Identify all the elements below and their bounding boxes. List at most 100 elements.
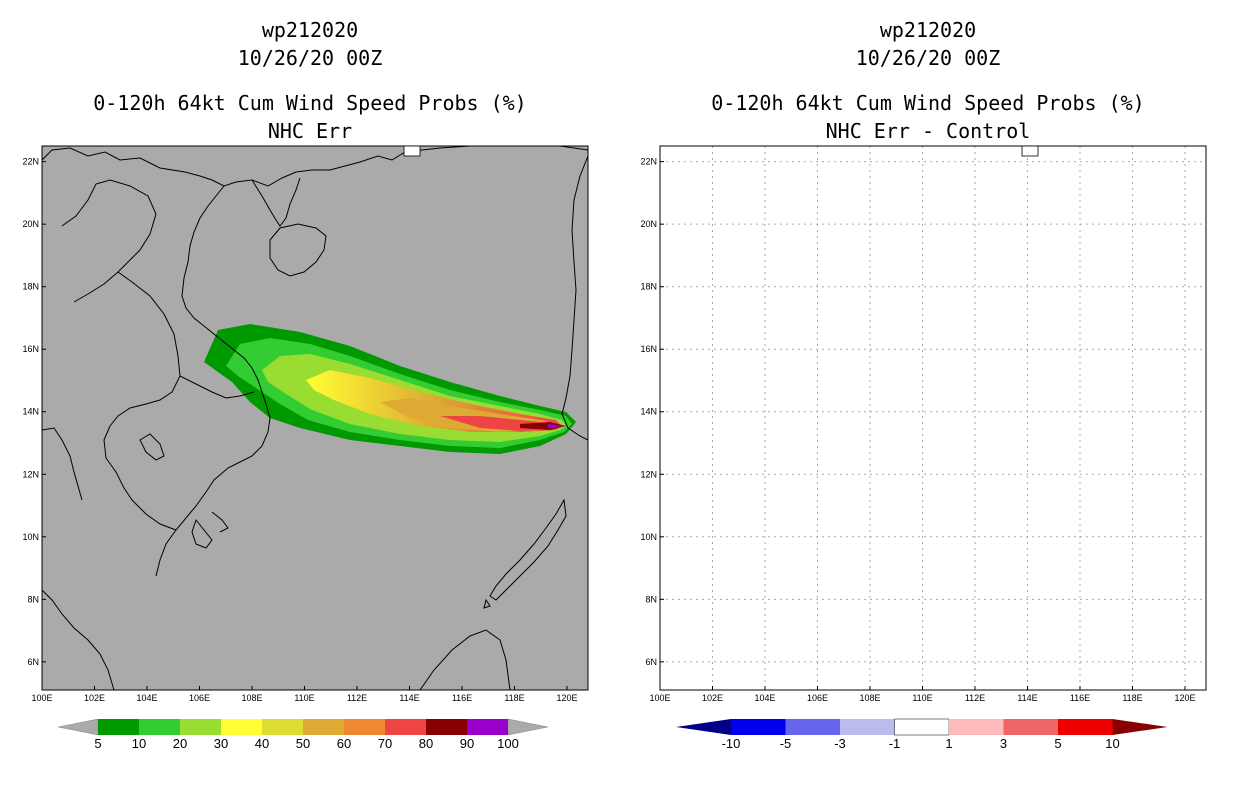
right-lat-label: 8N — [645, 594, 657, 604]
left-colorbar-segment — [139, 719, 180, 735]
left-colorbar-segment — [467, 719, 508, 735]
right-map-background — [659, 145, 1207, 691]
right-lon-label: 118E — [1122, 693, 1142, 703]
left-lon-label: 100E — [31, 693, 52, 703]
left-map-logo — [403, 145, 421, 157]
right-lon-label: 114E — [1017, 693, 1037, 703]
right-map-logo — [1021, 145, 1039, 157]
right-colorbar-segment — [731, 719, 786, 735]
right-colorbar-label: -10 — [722, 736, 741, 751]
left-colorbar-segment — [385, 719, 426, 735]
left-colorbar-end — [507, 718, 549, 736]
right-map-axes: 100E 102E 104E 106E 108E 110E 112E 114E 116E 118E… — [640, 157, 1195, 703]
left-lon-label: 106E — [189, 693, 210, 703]
right-title-storm-id: wp212020 — [879, 18, 977, 42]
right-lon-label: 108E — [859, 693, 880, 703]
left-map-axes: 100E 102E 104E 106E 108E 110E 112E 114E 116E 118E… — [22, 157, 577, 703]
right-colorbar-segment — [1058, 719, 1113, 735]
left-lat-label: 8N — [27, 594, 39, 604]
right-lon-label: 120E — [1174, 693, 1195, 703]
right-colorbar-end — [1112, 719, 1168, 735]
left-title-storm-id: wp212020 — [261, 18, 359, 42]
right-colorbar-segment — [894, 718, 950, 736]
left-colorbar-segment — [180, 719, 221, 735]
right-lon-label: 100E — [649, 693, 670, 703]
left-colorbar-segment — [262, 719, 303, 735]
left-lon-label: 102E — [84, 693, 105, 703]
right-lat-label: 18N — [640, 282, 657, 292]
right-map: 100E 102E 104E 106E 108E 110E 112E 114E 116E 118E… — [640, 145, 1207, 703]
right-colorbar-segment — [840, 719, 895, 735]
left-map: 100E 102E 104E 106E 108E 110E 112E 114E 116E 118E… — [22, 145, 589, 703]
left-lat-label: 10N — [22, 532, 39, 542]
left-colorbar: 5 10 20 30 40 50 60 70 80 90 100 — [57, 718, 549, 751]
left-lat-label: 18N — [22, 282, 39, 292]
right-colorbar-segment — [1003, 719, 1058, 735]
left-colorbar-label: 90 — [460, 736, 474, 751]
left-colorbar-segment — [344, 719, 385, 735]
right-colorbar-label: -3 — [834, 736, 846, 751]
left-colorbar-segment — [426, 719, 467, 735]
left-lon-label: 110E — [294, 693, 314, 703]
left-colorbar-segment — [221, 719, 262, 735]
right-lon-label: 106E — [807, 693, 828, 703]
right-colorbar-segment — [785, 719, 840, 735]
left-colorbar-segment — [303, 719, 344, 735]
left-colorbar-label: 60 — [337, 736, 351, 751]
left-lat-label: 6N — [27, 657, 39, 667]
right-colorbar-label: -1 — [889, 736, 901, 751]
right-title-date: 10/26/20 00Z — [855, 46, 1001, 70]
right-title-subtitle: NHC Err - Control — [825, 119, 1031, 143]
left-lat-label: 22N — [22, 157, 39, 167]
right-colorbar-label: -5 — [780, 736, 792, 751]
right-colorbar: -10 -5 -3 -1 1 3 5 10 — [676, 718, 1168, 751]
right-lat-label: 6N — [645, 657, 657, 667]
right-lat-label: 14N — [640, 407, 657, 417]
right-colorbar-label: 5 — [1054, 736, 1061, 751]
right-lon-label: 112E — [965, 693, 985, 703]
left-colorbar-label: 5 — [94, 736, 101, 751]
right-lon-label: 116E — [1070, 693, 1090, 703]
left-colorbar-label: 50 — [296, 736, 310, 751]
right-title-product: 0-120h 64kt Cum Wind Speed Probs (%) — [711, 91, 1145, 115]
right-colorbar-end — [676, 719, 731, 735]
left-colorbar-label: 40 — [255, 736, 269, 751]
left-title-product: 0-120h 64kt Cum Wind Speed Probs (%) — [93, 91, 527, 115]
left-lat-label: 14N — [22, 407, 39, 417]
left-colorbar-end — [57, 718, 99, 736]
left-colorbar-label: 10 — [132, 736, 146, 751]
left-title-date: 10/26/20 00Z — [237, 46, 383, 70]
left-lat-label: 16N — [22, 344, 39, 354]
right-lat-label: 20N — [640, 219, 657, 229]
left-lat-label: 12N — [22, 469, 39, 479]
right-lat-label: 16N — [640, 344, 657, 354]
right-lon-label: 104E — [754, 693, 775, 703]
left-lon-label: 104E — [136, 693, 157, 703]
right-lon-label: 110E — [912, 693, 932, 703]
left-colorbar-label: 20 — [173, 736, 187, 751]
left-lon-label: 118E — [504, 693, 524, 703]
left-colorbar-label: 100 — [497, 736, 519, 751]
right-colorbar-label: 1 — [945, 736, 952, 751]
right-map-grid — [659, 146, 1206, 690]
left-lon-label: 108E — [241, 693, 262, 703]
right-colorbar-label: 10 — [1105, 736, 1119, 751]
left-lon-label: 112E — [347, 693, 367, 703]
left-colorbar-segment — [98, 719, 139, 735]
left-colorbar-label: 30 — [214, 736, 228, 751]
right-lat-label: 22N — [640, 157, 657, 167]
right-colorbar-label: 3 — [1000, 736, 1007, 751]
right-lon-label: 102E — [702, 693, 723, 703]
right-lat-label: 12N — [640, 469, 657, 479]
swath-band-90 — [520, 422, 566, 430]
left-colorbar-label: 70 — [378, 736, 392, 751]
left-lon-label: 116E — [452, 693, 472, 703]
left-colorbar-label: 80 — [419, 736, 433, 751]
left-lat-label: 20N — [22, 219, 39, 229]
right-colorbar-segment — [949, 719, 1004, 735]
swath-band-100 — [548, 424, 566, 428]
left-lon-label: 114E — [399, 693, 419, 703]
right-lat-label: 10N — [640, 532, 657, 542]
left-lon-label: 120E — [556, 693, 577, 703]
